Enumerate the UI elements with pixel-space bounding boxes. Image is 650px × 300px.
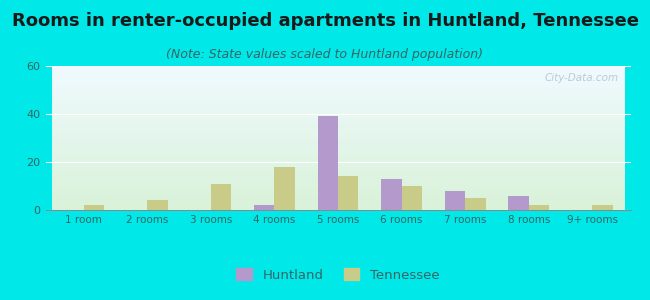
Bar xyxy=(338,176,358,210)
Bar xyxy=(274,167,294,210)
Bar xyxy=(445,191,465,210)
Bar xyxy=(382,179,402,210)
Bar xyxy=(84,205,104,210)
Text: City-Data.com: City-Data.com xyxy=(545,73,619,83)
Bar xyxy=(254,205,274,210)
Text: (Note: State values scaled to Huntland population): (Note: State values scaled to Huntland p… xyxy=(166,48,484,61)
Legend: Huntland, Tennessee: Huntland, Tennessee xyxy=(231,263,445,287)
Bar xyxy=(402,186,422,210)
Bar xyxy=(211,184,231,210)
Text: Rooms in renter-occupied apartments in Huntland, Tennessee: Rooms in renter-occupied apartments in H… xyxy=(12,12,638,30)
Bar xyxy=(508,196,528,210)
Bar xyxy=(318,116,338,210)
Bar xyxy=(148,200,168,210)
Bar xyxy=(592,205,613,210)
Bar xyxy=(528,205,549,210)
Bar xyxy=(465,198,486,210)
